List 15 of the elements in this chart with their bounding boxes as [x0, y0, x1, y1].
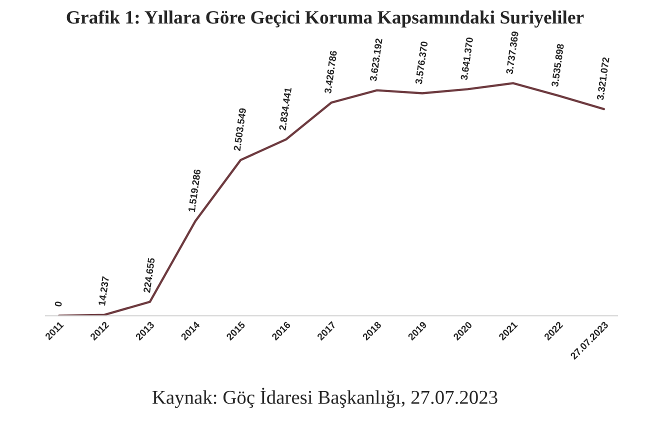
data-label: 1.519.286	[188, 169, 201, 212]
data-label: 2.503.549	[234, 108, 246, 152]
data-label: 3.576.370	[415, 41, 428, 84]
data-label: 3.426.786	[324, 50, 338, 94]
data-label: 14.237	[98, 276, 110, 306]
data-label: 0	[54, 301, 62, 307]
data-label: 224.655	[143, 258, 155, 293]
data-label: 3.623.192	[370, 38, 382, 82]
data-label: 3.321.072	[596, 57, 610, 100]
data-label: 3.737.369	[506, 31, 519, 74]
text: Kaynak: Göç İdaresi Başkanlığı, 27.07.2023	[152, 388, 498, 408]
data-label: 3.641.370	[460, 37, 474, 80]
data-label: 3.535.898	[551, 44, 564, 87]
chart-title: Grafik 1: Yıllara Göre Geçici Koruma Kapsamındaki Suriyeliler	[66, 10, 584, 28]
data-label: 2.834.441	[278, 87, 292, 130]
